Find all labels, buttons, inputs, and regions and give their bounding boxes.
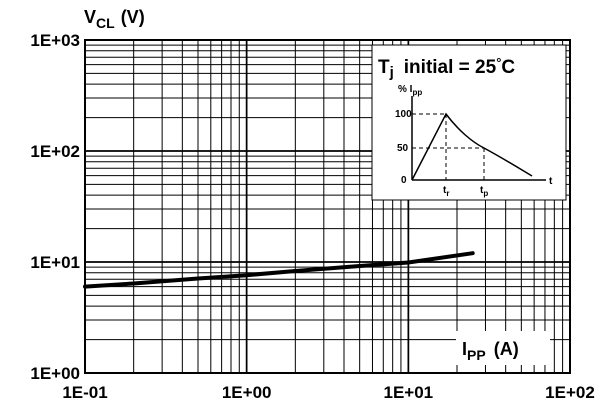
x-tick-labels: 1E-01 1E+00 1E+01 1E+02: [62, 383, 595, 402]
plot-frame: [84, 39, 571, 374]
x-axis-label-main: I: [462, 339, 467, 359]
inset-label-tr-main: t: [443, 185, 447, 196]
inset-title-unit: C: [501, 57, 515, 78]
inset-label-tp: tp: [480, 185, 488, 198]
inset-y-tick-100: 100: [395, 109, 412, 120]
inset-y-tick-50: 50: [397, 143, 409, 154]
inset-label-tr-sub: r: [446, 189, 449, 198]
y-tick-label: 1E+01: [30, 253, 80, 272]
inset-pulse-waveform: [411, 112, 533, 181]
y-tick-label: 1E+02: [30, 142, 80, 161]
inset-background: [371, 44, 567, 201]
x-axis-label-sub: PP: [467, 347, 486, 363]
x-axis-label-unit: (A): [494, 339, 519, 359]
x-tick-label: 1E+00: [222, 383, 272, 402]
inset-title: Tj initial = 25°C: [378, 55, 515, 81]
x-tick-label: 1E-01: [62, 383, 107, 402]
inset-label-tp-main: t: [480, 185, 484, 196]
inset-title-sub: j: [389, 64, 394, 81]
y-tick-labels: 1E+00 1E+01 1E+02 1E+03: [30, 31, 80, 383]
inset-label-tp-sub: p: [483, 189, 488, 198]
inset-label-tr: tr: [443, 185, 449, 198]
y-axis-label-unit: (V): [121, 7, 145, 27]
inset-y-label-sub: pp: [412, 88, 422, 97]
y-tick-label: 1E+03: [30, 31, 80, 50]
y-axis-label: VCL (V): [84, 7, 145, 31]
inset-y-tick-0: 0: [401, 175, 407, 186]
y-axis-label-sub: CL: [96, 15, 115, 31]
inset-y-label: % Ipp: [398, 84, 422, 97]
inset-x-axis-label: t: [549, 176, 553, 187]
inset-title-rest: initial = 25: [404, 57, 497, 78]
x-tick-label: 1E+01: [384, 383, 434, 402]
inset-panel: Tj initial = 25°C % Ipp 100 50 0 tr tp t: [371, 44, 567, 201]
y-tick-label: 1E+00: [30, 364, 80, 383]
x-axis-label: IPP (A): [462, 339, 519, 363]
x-axis-label-background: [456, 331, 550, 365]
inset-title-degree: °: [496, 55, 501, 70]
y-axis-label-main: V: [84, 7, 96, 27]
inset-title-main: T: [378, 57, 390, 78]
x-tick-label: 1E+02: [545, 383, 595, 402]
series-line: [83, 251, 475, 289]
inset-y-label-main: % I: [398, 84, 413, 95]
